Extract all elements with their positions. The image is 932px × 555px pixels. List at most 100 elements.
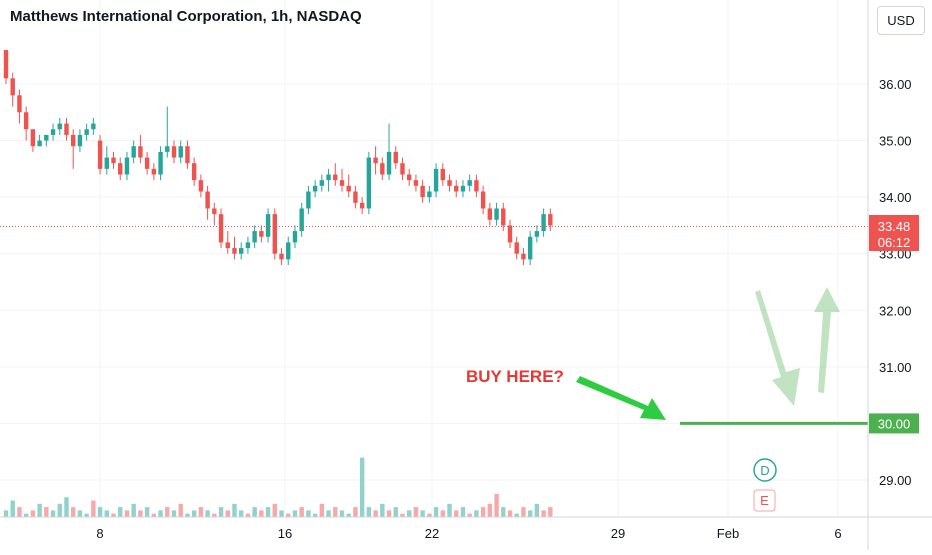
candle[interactable] xyxy=(171,146,177,158)
projection-arrow-down[interactable] xyxy=(755,290,800,406)
candle[interactable] xyxy=(407,174,412,181)
candle[interactable] xyxy=(339,180,345,186)
candle[interactable] xyxy=(10,78,15,96)
candle[interactable] xyxy=(191,163,197,181)
candle[interactable] xyxy=(104,157,109,169)
candle[interactable] xyxy=(239,248,244,254)
earnings-marker-label: E xyxy=(760,493,769,508)
candle[interactable] xyxy=(232,248,237,254)
candle[interactable] xyxy=(494,208,499,220)
candle[interactable] xyxy=(380,163,385,175)
projection-arrow-up[interactable] xyxy=(814,287,840,393)
candle[interactable] xyxy=(158,151,163,175)
currency-button[interactable]: USD xyxy=(877,6,925,35)
candle[interactable] xyxy=(292,231,298,243)
candle[interactable] xyxy=(346,185,351,192)
candle[interactable] xyxy=(534,231,540,237)
candle[interactable] xyxy=(259,231,264,237)
dividend-marker[interactable] xyxy=(753,458,777,482)
candle[interactable] xyxy=(138,146,143,158)
candle[interactable] xyxy=(514,242,519,254)
candle[interactable] xyxy=(23,112,29,130)
level-price-badge[interactable] xyxy=(869,413,919,434)
candle[interactable] xyxy=(326,174,331,181)
candle[interactable] xyxy=(91,123,96,130)
candle[interactable] xyxy=(333,174,338,181)
candle[interactable] xyxy=(319,180,325,186)
candle[interactable] xyxy=(393,151,398,164)
arrow-to-level[interactable] xyxy=(576,376,666,420)
candle[interactable] xyxy=(64,123,69,135)
candle[interactable] xyxy=(3,50,9,79)
candle[interactable] xyxy=(521,253,526,260)
candle[interactable] xyxy=(279,253,284,260)
candle[interactable] xyxy=(447,180,452,186)
candle[interactable] xyxy=(178,146,183,158)
candle[interactable] xyxy=(353,191,358,203)
candle[interactable] xyxy=(131,146,136,158)
candle[interactable] xyxy=(420,185,425,198)
candle[interactable] xyxy=(30,129,36,147)
buy-here-annotation[interactable]: BUY HERE? xyxy=(466,367,564,386)
volume-bar xyxy=(30,510,36,517)
candle[interactable] xyxy=(272,214,277,254)
candle[interactable] xyxy=(225,242,230,249)
volume-bar xyxy=(44,507,49,517)
candle[interactable] xyxy=(460,185,466,192)
candle[interactable] xyxy=(118,163,123,175)
candle[interactable] xyxy=(373,157,378,164)
volume-bar xyxy=(71,507,76,517)
candle[interactable] xyxy=(212,208,217,215)
candle[interactable] xyxy=(474,180,479,192)
candle[interactable] xyxy=(218,214,224,243)
candle[interactable] xyxy=(245,242,251,249)
candle[interactable] xyxy=(433,168,439,192)
candle[interactable] xyxy=(198,180,204,192)
candle[interactable] xyxy=(252,231,257,243)
candle[interactable] xyxy=(299,208,304,232)
candle[interactable] xyxy=(386,151,392,175)
candle[interactable] xyxy=(185,146,190,164)
candle[interactable] xyxy=(111,157,116,164)
candle[interactable] xyxy=(413,180,419,186)
candle[interactable] xyxy=(467,180,472,186)
candle[interactable] xyxy=(37,140,42,147)
candle[interactable] xyxy=(286,242,291,260)
candle[interactable] xyxy=(50,129,56,135)
candle[interactable] xyxy=(359,202,365,209)
candle[interactable] xyxy=(507,225,513,243)
candle[interactable] xyxy=(306,191,311,209)
candle[interactable] xyxy=(427,191,432,198)
candle[interactable] xyxy=(400,163,405,175)
candle[interactable] xyxy=(480,191,486,209)
earnings-marker[interactable] xyxy=(753,489,776,512)
candle[interactable] xyxy=(17,95,22,113)
candle[interactable] xyxy=(312,185,318,192)
candle[interactable] xyxy=(84,129,89,135)
candle[interactable] xyxy=(366,157,372,209)
candle[interactable] xyxy=(71,134,76,147)
candle[interactable] xyxy=(501,208,506,226)
candle[interactable] xyxy=(265,214,271,237)
candle[interactable] xyxy=(487,208,493,220)
candle[interactable] xyxy=(97,140,103,169)
candle[interactable] xyxy=(151,168,157,175)
candle[interactable] xyxy=(144,157,150,169)
candle[interactable] xyxy=(541,214,546,232)
volume-bar xyxy=(393,507,398,517)
candle[interactable] xyxy=(77,134,83,147)
current-price-badge[interactable] xyxy=(869,215,919,251)
candle[interactable] xyxy=(527,236,533,260)
candle[interactable] xyxy=(205,191,210,209)
candle[interactable] xyxy=(57,123,62,130)
candle[interactable] xyxy=(44,134,49,141)
candle[interactable] xyxy=(548,214,553,226)
candle[interactable] xyxy=(165,146,170,152)
candle[interactable] xyxy=(124,157,130,175)
current-price-badge-label: 33.48 xyxy=(878,219,911,234)
candle[interactable] xyxy=(440,168,445,181)
candle[interactable] xyxy=(454,185,459,192)
volume-bar xyxy=(265,507,271,517)
